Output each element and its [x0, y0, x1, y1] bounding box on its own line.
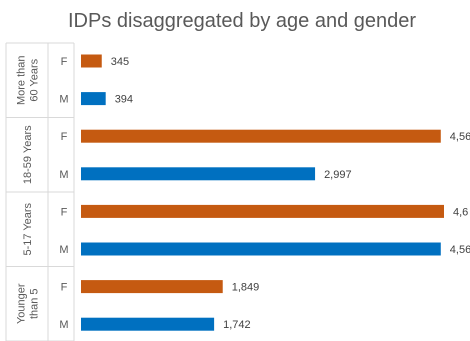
bar [81, 317, 215, 331]
group-label-line: than 5 [29, 288, 41, 319]
bar [81, 92, 106, 106]
group-label: 5-17 Years [22, 202, 34, 255]
data-label: 1,849 [232, 282, 260, 294]
data-label: 4,56 [450, 244, 470, 256]
chart-title: IDPs disaggregated by age and gender [68, 10, 416, 32]
bar [81, 54, 102, 68]
gender-tick-label: F [61, 282, 68, 294]
group-labels: More than60 Years 18-59 Years 5-17 Years Yo… [16, 55, 41, 324]
data-label: 1,742 [223, 319, 251, 331]
group-label: More than60 Years [16, 55, 41, 105]
data-label: 345 [111, 56, 129, 68]
data-label: 2,997 [324, 169, 352, 181]
gender-tick-label: M [59, 244, 68, 256]
bars: F 345 M 394 F 4,56 M 2,997 F 4,6 M 4,56 F 1,849 M 1,742 [59, 54, 470, 331]
group-label: 18-59 Years [22, 125, 34, 184]
group-label-line: 5-17 Years [22, 202, 34, 255]
gender-tick-label: M [59, 169, 68, 181]
bar [81, 167, 316, 181]
gender-tick-label: F [61, 56, 68, 68]
chart-axes [5, 42, 75, 341]
gender-tick-label: M [59, 319, 68, 331]
data-label: 4,56 [450, 131, 470, 143]
group-label-line: 60 Years [29, 58, 41, 101]
group-label: Youngerthan 5 [16, 283, 41, 324]
gender-tick-label: F [61, 206, 68, 218]
bar [81, 280, 223, 294]
group-label-line: More than [16, 55, 28, 105]
bar [81, 204, 444, 218]
group-label-line: Younger [16, 283, 28, 324]
bar [81, 242, 441, 256]
gender-tick-label: F [61, 131, 68, 143]
bar [81, 129, 441, 143]
gender-tick-label: M [59, 94, 68, 106]
data-label: 4,6 [453, 206, 468, 218]
data-label: 394 [115, 94, 133, 106]
group-label-line: 18-59 Years [22, 125, 34, 184]
